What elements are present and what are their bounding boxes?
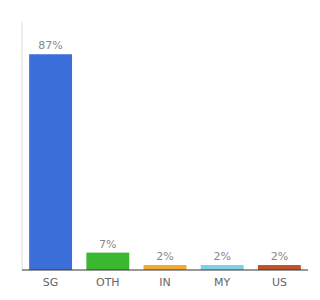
data-label: 7% xyxy=(99,238,116,251)
bar xyxy=(144,265,187,270)
bar xyxy=(258,265,301,270)
bar xyxy=(201,265,244,270)
x-tick-label: MY xyxy=(214,276,230,289)
data-label: 87% xyxy=(38,39,62,52)
x-tick-label: IN xyxy=(159,276,170,289)
data-label: 2% xyxy=(271,250,288,263)
chart-container: 87% SG 7% OTH 2% IN 2% MY 2% US xyxy=(0,0,320,300)
data-label: 2% xyxy=(156,250,173,263)
x-tick-label: SG xyxy=(43,276,59,289)
y-axis-line xyxy=(22,22,23,270)
data-label: 2% xyxy=(213,250,230,263)
labels: 87% SG 7% OTH 2% IN 2% MY 2% US xyxy=(38,39,288,289)
x-tick-label: US xyxy=(272,276,287,289)
bars xyxy=(29,54,301,270)
bar xyxy=(86,253,129,270)
chart: 87% SG 7% OTH 2% IN 2% MY 2% US xyxy=(0,0,320,300)
x-tick-label: OTH xyxy=(96,276,120,289)
x-axis-line xyxy=(22,270,308,271)
bar xyxy=(29,54,72,270)
